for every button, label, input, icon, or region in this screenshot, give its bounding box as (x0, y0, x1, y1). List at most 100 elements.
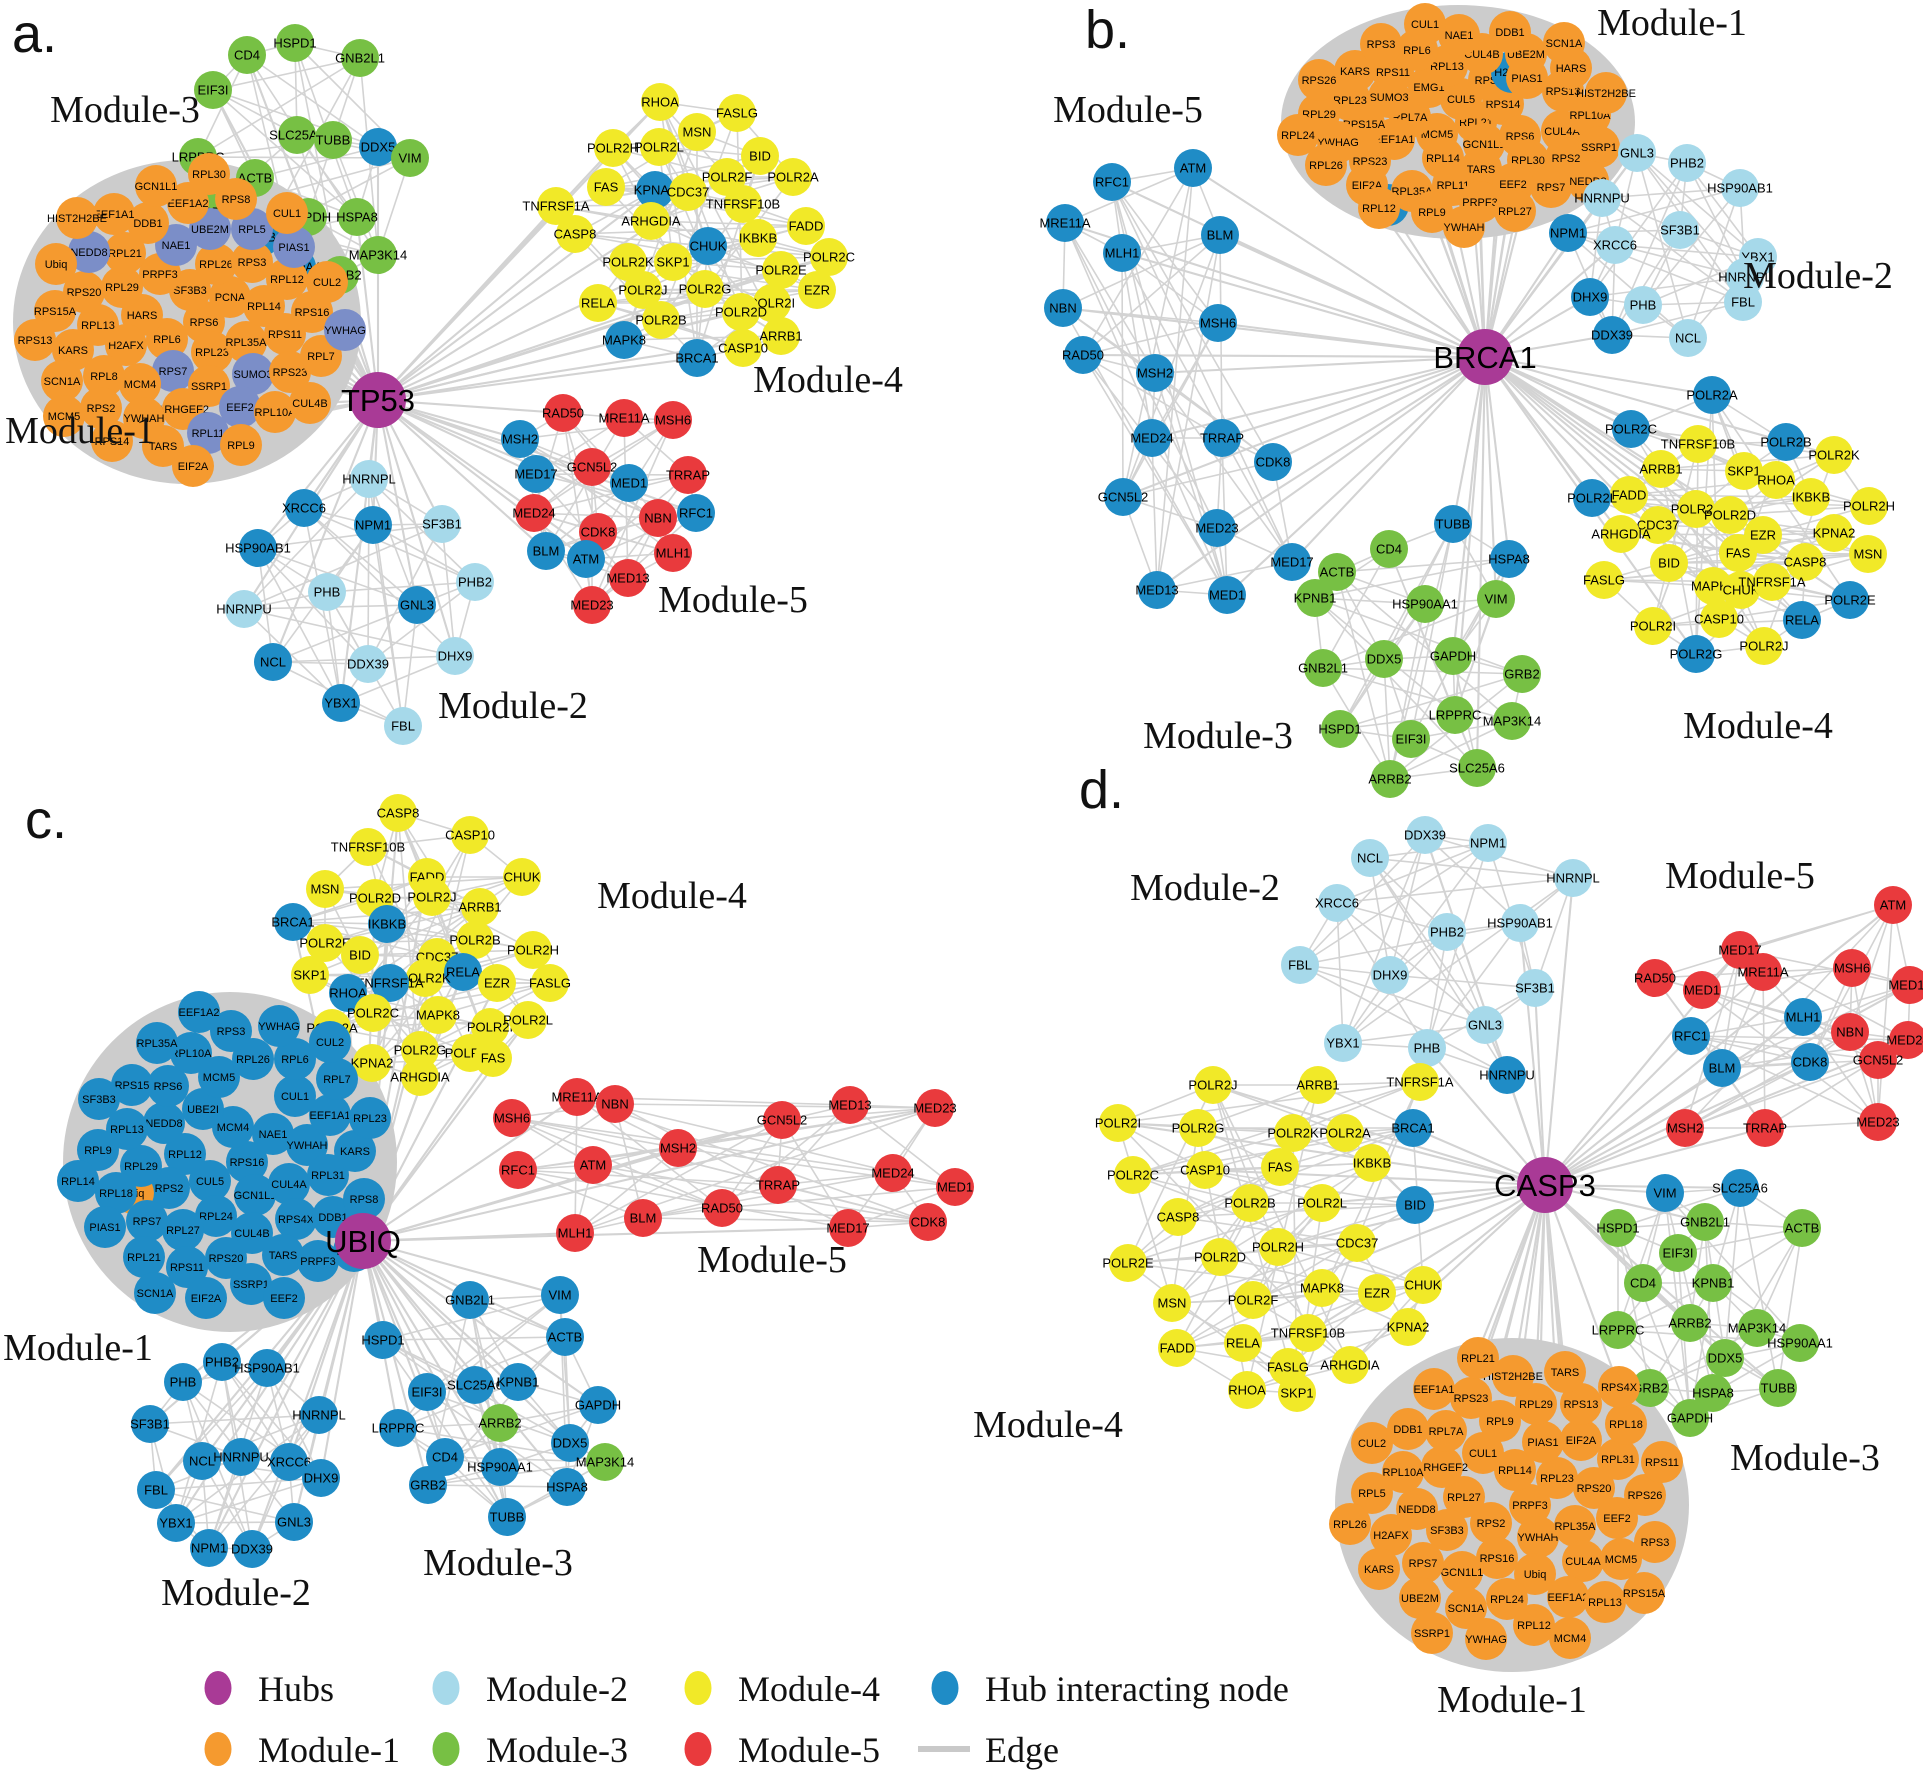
node-SLC25A6: SLC25A6 (1712, 1169, 1768, 1207)
node-RHOA: RHOA (1757, 461, 1795, 499)
node-label: POLR2I (1095, 1116, 1141, 1131)
node-EIF2A: EIF2A (172, 445, 214, 487)
node-label: CUL5 (1447, 94, 1475, 106)
node-label: EEF2 (270, 1293, 298, 1305)
node-label: GRB2 (1504, 667, 1539, 682)
node-DDB1: DDB1 (1387, 1408, 1429, 1450)
node-SCN1A: SCN1A (1543, 22, 1585, 64)
node-CUL1: CUL1 (1404, 3, 1446, 45)
node-label: MED23 (1856, 1115, 1899, 1130)
node-label: RPS13 (18, 335, 53, 347)
node-RAD50: RAD50 (542, 394, 584, 432)
node-label: POLR2H (507, 943, 559, 958)
c-module-3-label: Module-3 (423, 1542, 573, 1584)
hub-label: TP53 (341, 383, 415, 418)
node-label: DDX39 (1591, 328, 1633, 343)
node-label: TNFRSF1A (1386, 1075, 1454, 1090)
node-label: RPL26 (1309, 160, 1343, 172)
panel-d: DDX39 NPM1 NCL HNRNPL XRCC6 PHB2 HSP90AB1 FBL DH… (973, 760, 1923, 1721)
node-GRB2: GRB2 (1503, 655, 1541, 693)
node-label: CUL4B (1464, 49, 1499, 61)
node-label: EIF3I (197, 83, 228, 98)
node-label: CUL1 (1469, 1448, 1497, 1460)
node-label: FBL (1731, 295, 1755, 310)
node-label: SF3B1 (422, 517, 462, 532)
legend: Hubs Module-1 Module-2 Module-3 Module-4 Modu… (204, 1669, 1289, 1770)
node-IKBKB: IKBKB (1792, 478, 1830, 516)
node-label: NCL (189, 1454, 215, 1469)
legend-label-Module-3: Module-3 (486, 1730, 628, 1770)
node-POLR2K: POLR2K (399, 959, 451, 997)
node-label: MED23 (913, 1101, 956, 1116)
node-TRRAP: TRRAP (666, 456, 710, 494)
node-label: RPS20 (209, 1253, 244, 1265)
node-SCN1A: SCN1A (134, 1272, 176, 1314)
node-RPS26: RPS26 (1298, 59, 1340, 101)
node-label: DDX5 (1708, 1351, 1743, 1366)
panel-b: RFC1 ATM MRE11A MLH1 BLM NBN MSH6 RAD50 MSH2 MED2… (1039, 0, 1895, 798)
node-SKP1: SKP1 (1725, 452, 1763, 490)
node-PHB: PHB (1408, 1029, 1446, 1067)
node-label: CUL4A (1544, 126, 1580, 138)
node-label: CASP8 (1784, 555, 1827, 570)
node-label: YBX1 (324, 696, 357, 711)
node-FADD: FADD (1610, 476, 1648, 514)
node-label: POLR2L (1567, 491, 1617, 506)
node-DDX5: DDX5 (1706, 1339, 1744, 1377)
node-label: GNB2L1 (335, 51, 385, 66)
node-label: RPS6 (190, 317, 219, 329)
node-DHX9: DHX9 (1371, 956, 1409, 994)
node-label: HNRNPU (216, 602, 272, 617)
node-label: POLR2E (1824, 593, 1876, 608)
node-label: NCL (1675, 331, 1701, 346)
node-label: PIAS1 (278, 242, 309, 254)
node-MED13: MED13 (828, 1086, 872, 1124)
b-module-2-label: Module-2 (1743, 255, 1893, 297)
node-label: HIST2H2BE (47, 213, 107, 225)
node-PHB: PHB (308, 573, 346, 611)
node-label: POLR2A (1686, 388, 1738, 403)
node-HNRNPL: HNRNPL (342, 460, 396, 498)
node-label: POLR2D (1194, 1250, 1246, 1265)
node-label: MSH2 (1667, 1121, 1703, 1136)
node-ARHGDIA: ARHGDIA (621, 202, 681, 240)
node-label: IKBKB (739, 231, 777, 246)
node-RELA: RELA (1783, 601, 1821, 639)
node-CHUK: CHUK (689, 227, 727, 265)
node-label: TARS (1551, 1367, 1580, 1379)
node-label: KARS (58, 345, 88, 357)
node-label: RPL26 (236, 1054, 270, 1066)
node-label: EIF3I (411, 1385, 442, 1400)
node-label: RPS15 (115, 1080, 150, 1092)
node-CUL2: CUL2 (309, 1021, 351, 1063)
a-module-1-label: Module-1 (5, 410, 155, 452)
node-CASP8: CASP8 (554, 215, 596, 253)
node-label: YWHAH (1444, 222, 1485, 234)
node-label: HIST2H2BE (1576, 88, 1636, 100)
node-XRCC6: XRCC6 (1315, 884, 1359, 922)
node-label: RPL6 (153, 334, 181, 346)
node-label: RPL23 (353, 1113, 387, 1125)
node-label: HSPA8 (336, 210, 378, 225)
node-label: IKBKB (368, 917, 406, 932)
node-RPL9: RPL9 (220, 424, 262, 466)
node-label: TUBB (1761, 1381, 1796, 1396)
node-PHB: PHB (164, 1363, 202, 1401)
node-label: RPS2 (87, 403, 116, 415)
node-TARS: TARS (262, 1234, 304, 1276)
node-POLR2G: POLR2G (1670, 635, 1722, 673)
node-label: RPL27 (1498, 206, 1532, 218)
node-SCN1A: SCN1A (1445, 1587, 1487, 1629)
node-label: TRRAP (1200, 431, 1244, 446)
node-label: RPL23 (1540, 1473, 1574, 1485)
node-label: MED13 (828, 1098, 871, 1113)
node-label: RHOA (1228, 1383, 1266, 1398)
node-PIAS1: PIAS1 (84, 1206, 126, 1248)
node-POLR2L: POLR2L (1297, 1184, 1347, 1222)
node-label: CUL1 (281, 1091, 309, 1103)
node-label: RPL8 (90, 371, 118, 383)
node-RPL12: RPL12 (1358, 187, 1400, 229)
node-label: RPL29 (1302, 109, 1336, 121)
node-GAPDH: GAPDH (1430, 637, 1476, 675)
node-GNB2L1: GNB2L1 (1680, 1203, 1730, 1241)
